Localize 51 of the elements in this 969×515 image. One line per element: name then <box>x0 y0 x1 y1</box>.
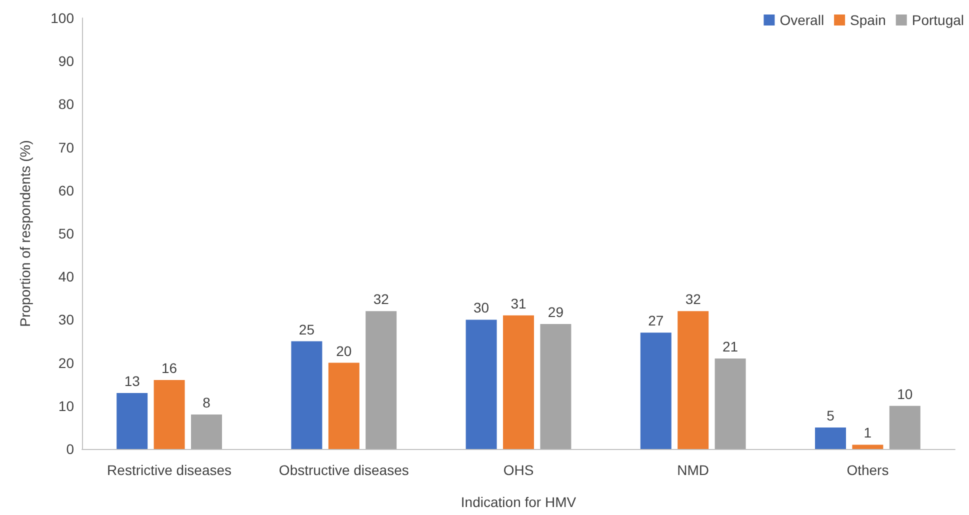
bar <box>466 320 497 449</box>
data-label: 1 <box>864 424 872 441</box>
data-label: 32 <box>685 291 702 308</box>
data-label: 8 <box>202 394 211 411</box>
y-tick-label: 60 <box>58 182 74 198</box>
legend-label: Portugal <box>912 12 964 28</box>
bar <box>116 392 148 449</box>
y-tick-label: 20 <box>58 354 74 371</box>
data-label: 16 <box>162 360 178 376</box>
bar <box>291 341 322 449</box>
data-label: 27 <box>648 312 664 329</box>
x-tick-label: NMD <box>677 462 710 478</box>
y-tick-label: 100 <box>50 10 74 26</box>
data-label: 31 <box>510 295 526 312</box>
bar <box>640 332 672 449</box>
data-label: 20 <box>336 342 352 359</box>
bar <box>191 414 222 449</box>
data-label: 21 <box>722 338 738 354</box>
data-label: 30 <box>474 300 490 316</box>
x-tick-label: Restrictive diseases <box>107 462 232 478</box>
bar <box>540 324 572 449</box>
y-tick-label: 10 <box>58 398 74 414</box>
legend-label: Spain <box>850 12 886 28</box>
x-tick-label: Others <box>846 462 889 478</box>
bar <box>154 380 185 449</box>
data-label: 25 <box>298 321 315 338</box>
bar <box>503 315 534 449</box>
y-tick-label: 40 <box>58 268 74 285</box>
bar <box>852 444 884 449</box>
bar <box>328 362 360 449</box>
data-label: 32 <box>373 291 390 308</box>
y-tick-label: 90 <box>58 53 74 70</box>
y-tick-label: 30 <box>58 312 74 328</box>
data-label: 10 <box>897 386 913 402</box>
bar <box>714 358 746 449</box>
x-axis-title: Indication for HMV <box>460 494 577 510</box>
bar <box>678 311 709 449</box>
bar <box>366 311 397 449</box>
data-label: 5 <box>826 407 835 424</box>
x-tick-label: OHS <box>503 462 534 478</box>
y-tick-label: 0 <box>66 441 74 457</box>
y-tick-label: 50 <box>58 226 74 242</box>
x-tick-label: Obstructive diseases <box>278 462 409 478</box>
bar <box>815 427 846 449</box>
y-tick-label: 80 <box>58 96 74 112</box>
data-label: 29 <box>548 304 564 320</box>
y-axis-title: Proportion of respondents (%) <box>17 140 33 327</box>
data-label: 13 <box>124 372 140 389</box>
y-tick-label: 70 <box>58 139 74 156</box>
bar <box>889 406 920 449</box>
legend-label: Overall <box>780 12 824 28</box>
